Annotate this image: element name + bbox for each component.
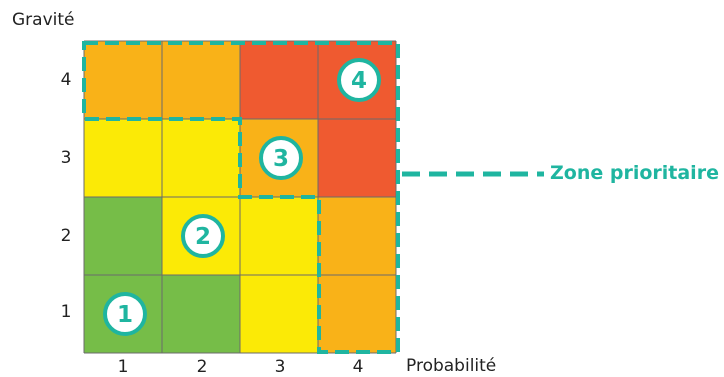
marker-number: 4 <box>351 68 367 94</box>
matrix-cell-orange <box>318 275 396 353</box>
x-tick-1: 1 <box>117 357 129 377</box>
matrix-cell-orange <box>162 41 240 119</box>
marker-circle <box>103 292 147 336</box>
marker-circle <box>259 136 303 180</box>
x-tick-2: 2 <box>196 357 208 377</box>
severity-marker-1: 1 <box>103 292 147 336</box>
severity-marker-4: 4 <box>337 58 381 102</box>
y-tick-2: 2 <box>60 226 72 246</box>
priority-zone-label: Zone prioritaire <box>550 162 719 184</box>
severity-marker-2: 2 <box>181 214 225 258</box>
x-tick-4: 4 <box>352 357 364 377</box>
matrix-cells <box>84 41 396 353</box>
matrix-cell-yellow <box>162 119 240 197</box>
severity-marker-3: 3 <box>259 136 303 180</box>
marker-number: 3 <box>273 146 289 172</box>
x-tick-3: 3 <box>274 357 286 377</box>
matrix-cell-red <box>240 41 318 119</box>
marker-number: 2 <box>195 224 211 250</box>
priority-zone-outline <box>82 41 400 354</box>
marker-number: 1 <box>117 302 133 328</box>
marker-circle <box>337 58 381 102</box>
matrix-cell-red <box>318 119 396 197</box>
matrix-cell-orange <box>318 197 396 275</box>
y-axis-title: Gravité <box>12 10 75 30</box>
matrix-cell-green <box>84 197 162 275</box>
matrix-cell-yellow <box>240 197 318 275</box>
matrix-cell-yellow <box>240 275 318 353</box>
matrix-cell-green <box>162 275 240 353</box>
matrix-cell-yellow <box>84 119 162 197</box>
x-axis-title: Probabilité <box>406 356 497 376</box>
marker-circle <box>181 214 225 258</box>
y-tick-4: 4 <box>60 70 72 90</box>
severity-markers: 1 2 3 4 <box>103 58 381 336</box>
y-tick-1: 1 <box>60 302 72 322</box>
y-tick-3: 3 <box>60 148 72 168</box>
matrix-cell-orange <box>84 41 162 119</box>
